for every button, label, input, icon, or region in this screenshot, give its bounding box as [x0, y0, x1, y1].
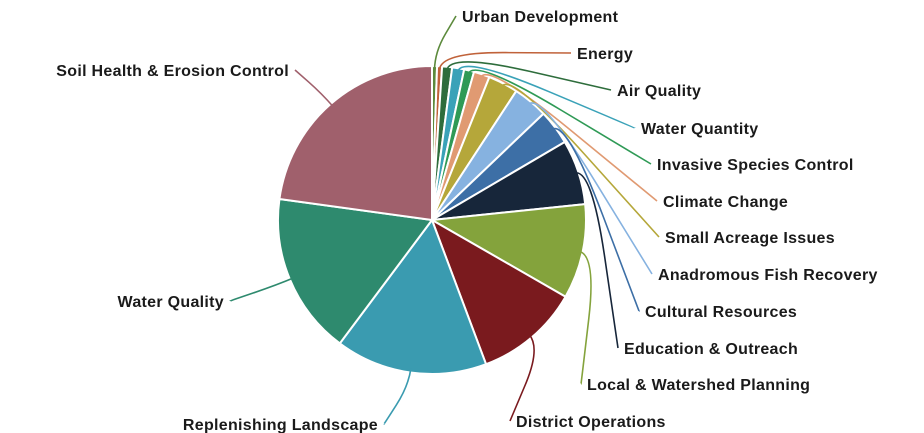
pie-slices — [276, 64, 587, 375]
leader-line-education-outreach — [574, 172, 619, 349]
leader-line-local-watershed-planning — [578, 250, 592, 385]
label-small-acreage-issues: Small Acreage Issues — [665, 230, 835, 247]
label-energy: Energy — [577, 46, 633, 63]
label-education-outreach: Education & Outreach — [624, 341, 798, 358]
leader-line-district-operations — [509, 333, 535, 422]
leader-line-soil-health-erosion-control — [294, 69, 335, 108]
leader-line-energy — [438, 51, 572, 71]
leader-line-anadromous-fish-recovery — [527, 102, 653, 275]
label-cultural-resources: Cultural Resources — [645, 304, 797, 321]
label-district-operations: District Operations — [516, 414, 666, 431]
label-urban-development: Urban Development — [462, 9, 619, 26]
leader-line-air-quality — [446, 61, 612, 91]
leader-line-invasive-species-control — [467, 69, 652, 165]
label-water-quality: Water Quality — [118, 294, 224, 311]
label-anadromous-fish-recovery: Anadromous Fish Recovery — [658, 267, 878, 284]
label-local-watershed-planning: Local & Watershed Planning — [587, 377, 810, 394]
leader-line-water-quality — [229, 277, 294, 302]
leader-lines — [229, 15, 660, 425]
leader-line-replenishing-landscape — [383, 368, 412, 425]
label-air-quality: Air Quality — [617, 83, 701, 100]
leader-line-cultural-resources — [551, 127, 640, 312]
leader-line-climate-change — [479, 73, 658, 202]
slice-local-watershed-planning — [428, 202, 587, 299]
label-climate-change: Climate Change — [663, 194, 788, 211]
label-soil-health-erosion-control: Soil Health & Erosion Control — [56, 63, 289, 80]
leader-line-water-quantity — [456, 65, 636, 129]
label-invasive-species-control: Invasive Species Control — [657, 157, 854, 174]
leader-line-small-acreage-issues — [500, 83, 660, 238]
leader-line-urban-development — [433, 15, 457, 71]
label-water-quantity: Water Quantity — [641, 121, 758, 138]
label-replenishing-landscape: Replenishing Landscape — [183, 417, 378, 433]
slice-soil-health-erosion-control — [278, 64, 433, 222]
slice-labels: Urban Development Energy Air Quality Water … — [56, 9, 877, 433]
